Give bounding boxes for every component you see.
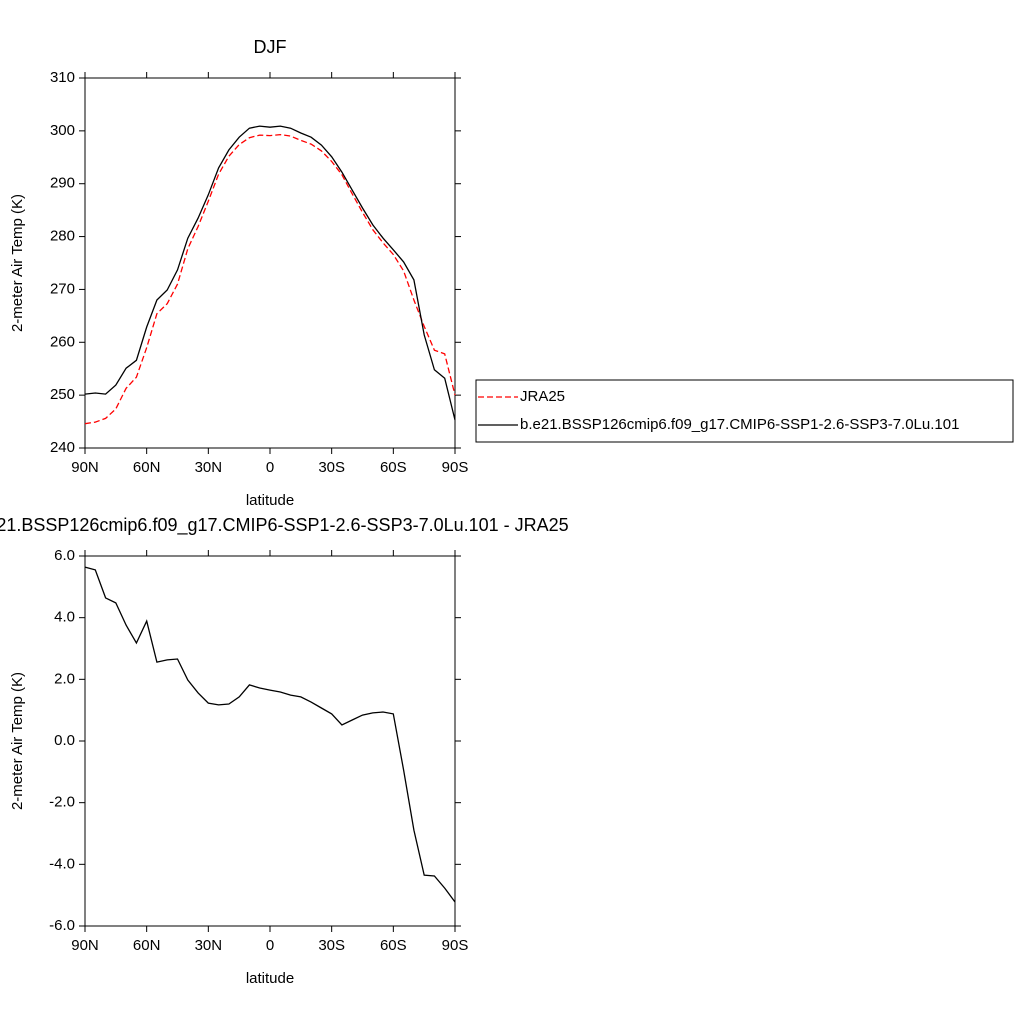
y-tick-label: 270: [50, 280, 75, 297]
y-tick-label: 240: [50, 439, 75, 456]
x-axis-label: latitude: [246, 970, 294, 987]
y-tick-label: -4.0: [49, 855, 75, 872]
y-tick-label: 260: [50, 333, 75, 350]
y-tick-label: 0.0: [54, 732, 75, 749]
x-tick-label: 30N: [195, 459, 223, 476]
x-tick-label: 90N: [71, 459, 99, 476]
x-tick-label: 0: [266, 937, 274, 954]
y-axis-label: 2-meter Air Temp (K): [9, 194, 26, 332]
x-tick-label: 90N: [71, 937, 99, 954]
x-tick-label: 90S: [442, 459, 469, 476]
x-tick-label: 30S: [318, 459, 345, 476]
legend-box: [475, 379, 1014, 443]
y-tick-label: 2.0: [54, 670, 75, 687]
y-tick-label: 6.0: [54, 547, 75, 564]
x-tick-label: 30S: [318, 937, 345, 954]
y-axis-label: 2-meter Air Temp (K): [9, 672, 26, 810]
x-tick-label: 60N: [133, 937, 161, 954]
x-tick-label: 0: [266, 459, 274, 476]
y-tick-label: -2.0: [49, 794, 75, 811]
y-tick-label: -6.0: [49, 917, 75, 934]
x-tick-label: 60N: [133, 459, 161, 476]
y-tick-label: 250: [50, 386, 75, 403]
x-tick-label: 90S: [442, 937, 469, 954]
y-tick-label: 300: [50, 122, 75, 139]
chart-title: DJF: [254, 37, 287, 57]
y-tick-label: 280: [50, 228, 75, 245]
legend-label: b.e21.BSSP126cmip6.f09_g17.CMIP6-SSP1-2.…: [520, 416, 959, 433]
y-tick-label: 4.0: [54, 609, 75, 626]
x-axis-label: latitude: [246, 492, 294, 509]
y-tick-label: 310: [50, 69, 75, 86]
data-line: [84, 125, 456, 421]
plot-frame: [84, 555, 456, 927]
y-tick-label: 290: [50, 175, 75, 192]
data-line: [84, 566, 456, 903]
legend-label: JRA25: [520, 388, 565, 405]
x-tick-label: 30N: [195, 937, 223, 954]
plot-frame: [84, 77, 456, 449]
x-tick-label: 60S: [380, 937, 407, 954]
chart-title: b.e21.BSSP126cmip6.f09_g17.CMIP6-SSP1-2.…: [0, 515, 569, 536]
data-line: [84, 133, 456, 425]
x-tick-label: 60S: [380, 459, 407, 476]
